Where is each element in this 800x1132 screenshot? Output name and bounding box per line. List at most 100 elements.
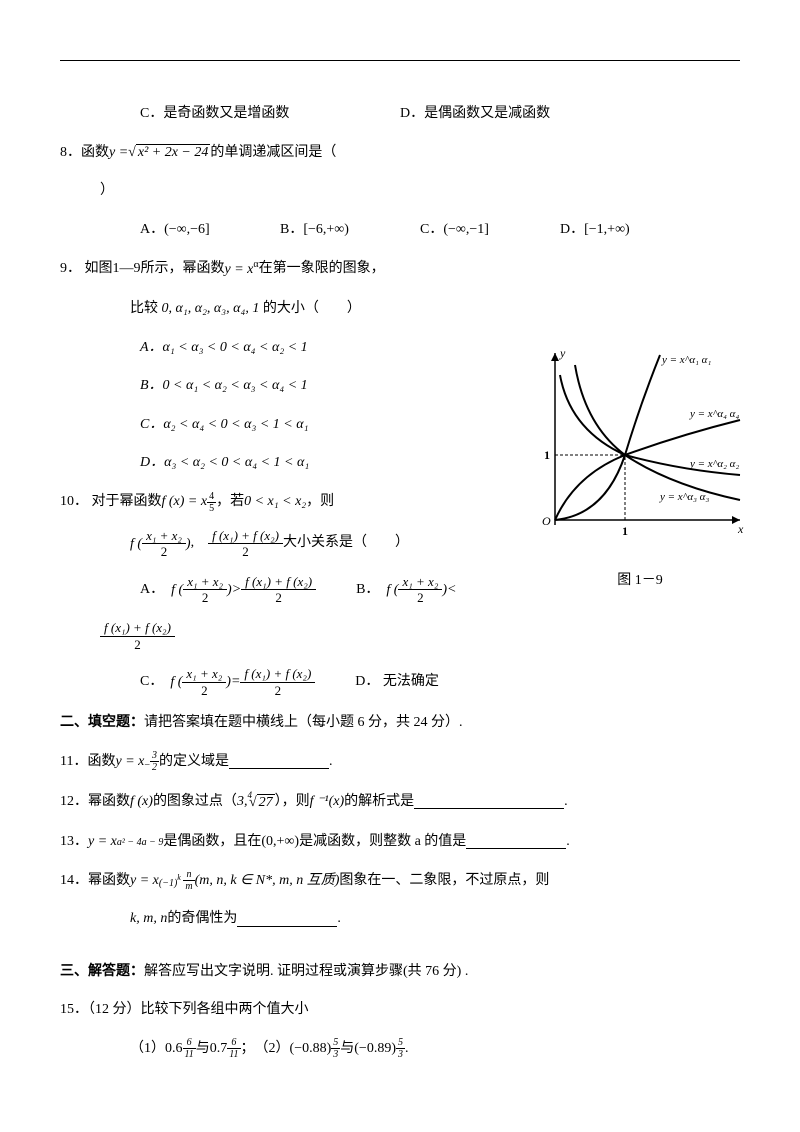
- q10-exp-d: 5: [207, 503, 216, 514]
- q12-period: .: [564, 789, 568, 816]
- q12-blank[interactable]: [414, 795, 564, 809]
- q11-blank[interactable]: [229, 755, 329, 769]
- q10-b-cont: f (x₁) + f (x₂)2: [60, 620, 740, 652]
- q8-radicand: x² + 2x − 24: [136, 144, 211, 160]
- q9-opt-b: B．0 < α₁ < α₂ < α₃ < α₄ < 1: [60, 373, 520, 400]
- q10-comma: ,: [191, 530, 209, 557]
- q9-func-base: y = x: [225, 262, 254, 277]
- q12-root-idx: 4: [247, 790, 252, 800]
- q8-paren-close-line: ）: [60, 178, 740, 205]
- q10-l2-post: 大小关系是（ ）: [283, 530, 409, 557]
- origin-label: O: [542, 514, 551, 528]
- q14-line2: k, m, n 的奇偶性为 .: [60, 906, 740, 933]
- e2n: 5: [331, 1037, 340, 1049]
- q9-stem1: 9． 如图1—9所示，幂函数 y = xα 在第一象限的图象，: [60, 255, 520, 284]
- q10-f2: f (x₁) + f (x₂)2: [208, 528, 283, 560]
- q8-opt-c: C．(−∞,−1]: [420, 217, 560, 244]
- x-axis-label: x: [737, 522, 744, 536]
- y-axis-label: y: [559, 346, 566, 360]
- q15-period: .: [405, 1036, 409, 1063]
- q7-opt-c: C．是奇函数又是增函数: [140, 101, 400, 128]
- q11: 11．函数 y = x −32 的定义域是 .: [60, 749, 740, 776]
- q10-f1: f (x₁ + x₂2): [130, 528, 191, 560]
- q8-optB-text: B．[−6,+∞): [280, 222, 349, 237]
- d1: 2: [142, 544, 186, 560]
- q14-pre: 14．幂函数: [60, 868, 130, 895]
- q14: 14．幂函数 y = x (−1)k nm (m, n, k ∈ N*, m, …: [60, 868, 740, 895]
- q8-opt-d: D．[−1,+∞): [560, 217, 700, 244]
- q8-optD-text: D．[−1,+∞): [560, 222, 630, 237]
- q9-func: y = xα: [225, 255, 259, 284]
- figure-1-9: O y x 1 1 y = x^α₁ α₁ y = x^α₄ α₄ y = x^…: [530, 330, 750, 560]
- e2d2: 3: [396, 1049, 405, 1060]
- q8-options: A．(−∞,−6] B．[−6,+∞) C．(−∞,−1] D．[−1,+∞): [60, 217, 740, 244]
- q8-func-lhs: y =: [109, 140, 128, 167]
- q11-ed: 2: [150, 762, 159, 773]
- q14-cond: (m, n, k ∈ N*, m, n 互质): [195, 868, 340, 895]
- q14-blank[interactable]: [237, 913, 337, 927]
- q14-post1: 图象在一、二象限，不过原点，则: [339, 868, 549, 895]
- ncr: f (x₁) + f (x₂): [240, 666, 315, 683]
- q12-post: 的解析式是: [344, 789, 414, 816]
- e1d: 11: [183, 1049, 196, 1060]
- q15-parts: （1） 0.6611 与 0.7611 ； （2） (−0.88)53 与 (−…: [60, 1036, 740, 1063]
- q7-opt-d: D．是偶函数又是减函数: [400, 101, 550, 128]
- q10-c-pre: C．: [140, 669, 170, 696]
- q13-int: (0,+∞): [261, 829, 299, 856]
- q11-exp: −32: [144, 750, 159, 775]
- q8-pre: 8．函数: [60, 140, 109, 167]
- q11-post: 的定义域是: [159, 749, 229, 776]
- q14-l2-post: 的奇偶性为: [167, 906, 237, 933]
- q15-and1: 与: [196, 1036, 210, 1063]
- q9-post: 在第一象限的图象，: [259, 256, 385, 283]
- q8-optA-text: A．(−∞,−6]: [140, 222, 210, 237]
- q15-p2-pre: （2）: [255, 1036, 290, 1063]
- curve3-label: y = x^α₂ α₂: [689, 458, 739, 470]
- curve4-label: y = x^α₃ α₃: [659, 491, 709, 503]
- q9-pre: 9． 如图1—9所示，幂函数: [60, 256, 225, 283]
- q10-eq: =: [231, 669, 240, 696]
- f-open: f (: [130, 536, 142, 551]
- q15-v2b: (−0.89): [354, 1036, 396, 1063]
- e2n2: 5: [396, 1037, 405, 1049]
- q10-a-pre: A．: [140, 577, 171, 604]
- q15-p1-pre: （1）: [130, 1036, 165, 1063]
- x-tick-1: 1: [622, 524, 628, 538]
- fob: f (: [386, 582, 398, 597]
- q12-root: 4√27: [247, 787, 274, 817]
- q8-opt-b: B．[−6,+∞): [280, 217, 420, 244]
- section3-title: 三、解答题：: [60, 964, 144, 979]
- q14-efn: n: [183, 869, 194, 881]
- q10-opt-d: D． 无法确定: [355, 669, 439, 696]
- q13-mid: 是偶函数，且在: [163, 829, 261, 856]
- q10-exp: 4 5: [207, 491, 216, 514]
- q10-stem: 10． 对于幂函数 f (x) = x 4 5 ，若 0 < x₁ < x₂ ，…: [60, 489, 520, 516]
- section2-title: 二、填空题：: [60, 715, 144, 730]
- q9-opt-c: C．α₂ < α₄ < 0 < α₃ < 1 < α₁: [60, 412, 520, 439]
- dbr: 2: [100, 637, 175, 653]
- q15-stem: 15．（12 分）比较下列各组中两个值大小: [60, 997, 740, 1024]
- q15-and2: 与: [340, 1036, 354, 1063]
- q10-a-rhs: f (x₁) + f (x₂)2: [241, 574, 316, 606]
- q10-exp-n: 4: [207, 491, 216, 503]
- q9-opt-d: D．α₃ < α₂ < 0 < α₄ < 1 < α₁: [60, 450, 520, 477]
- q14-func: y = x: [130, 868, 159, 895]
- q11-period: .: [329, 749, 333, 776]
- q11-pre: 11．函数: [60, 749, 115, 776]
- q12-root-arg: 27: [257, 794, 275, 810]
- q9-opt-a: A．α₁ < α₃ < 0 < α₄ < α₂ < 1: [60, 335, 520, 362]
- q8-stem: 8．函数 y = √x² + 2x − 24 的单调递减区间是 （: [60, 140, 740, 167]
- nar: f (x₁) + f (x₂): [241, 574, 316, 591]
- q13-exp: a² − 4a − 9: [117, 833, 164, 852]
- q12-mid2: ），则: [275, 789, 310, 816]
- q10-b-pre: B．: [356, 577, 386, 604]
- q11-en: 3: [150, 750, 159, 762]
- nc: x₁ + x₂: [182, 666, 226, 683]
- q10-c-lhs: f (x₁ + x₂2): [170, 666, 231, 698]
- q13-blank[interactable]: [466, 835, 566, 849]
- da: 2: [183, 590, 227, 606]
- q9-s2-pre: 比较: [130, 301, 162, 316]
- q7-options: C．是奇函数又是增函数 D．是偶函数又是减函数: [60, 101, 740, 128]
- d2: 2: [208, 544, 283, 560]
- top-rule: [60, 60, 740, 61]
